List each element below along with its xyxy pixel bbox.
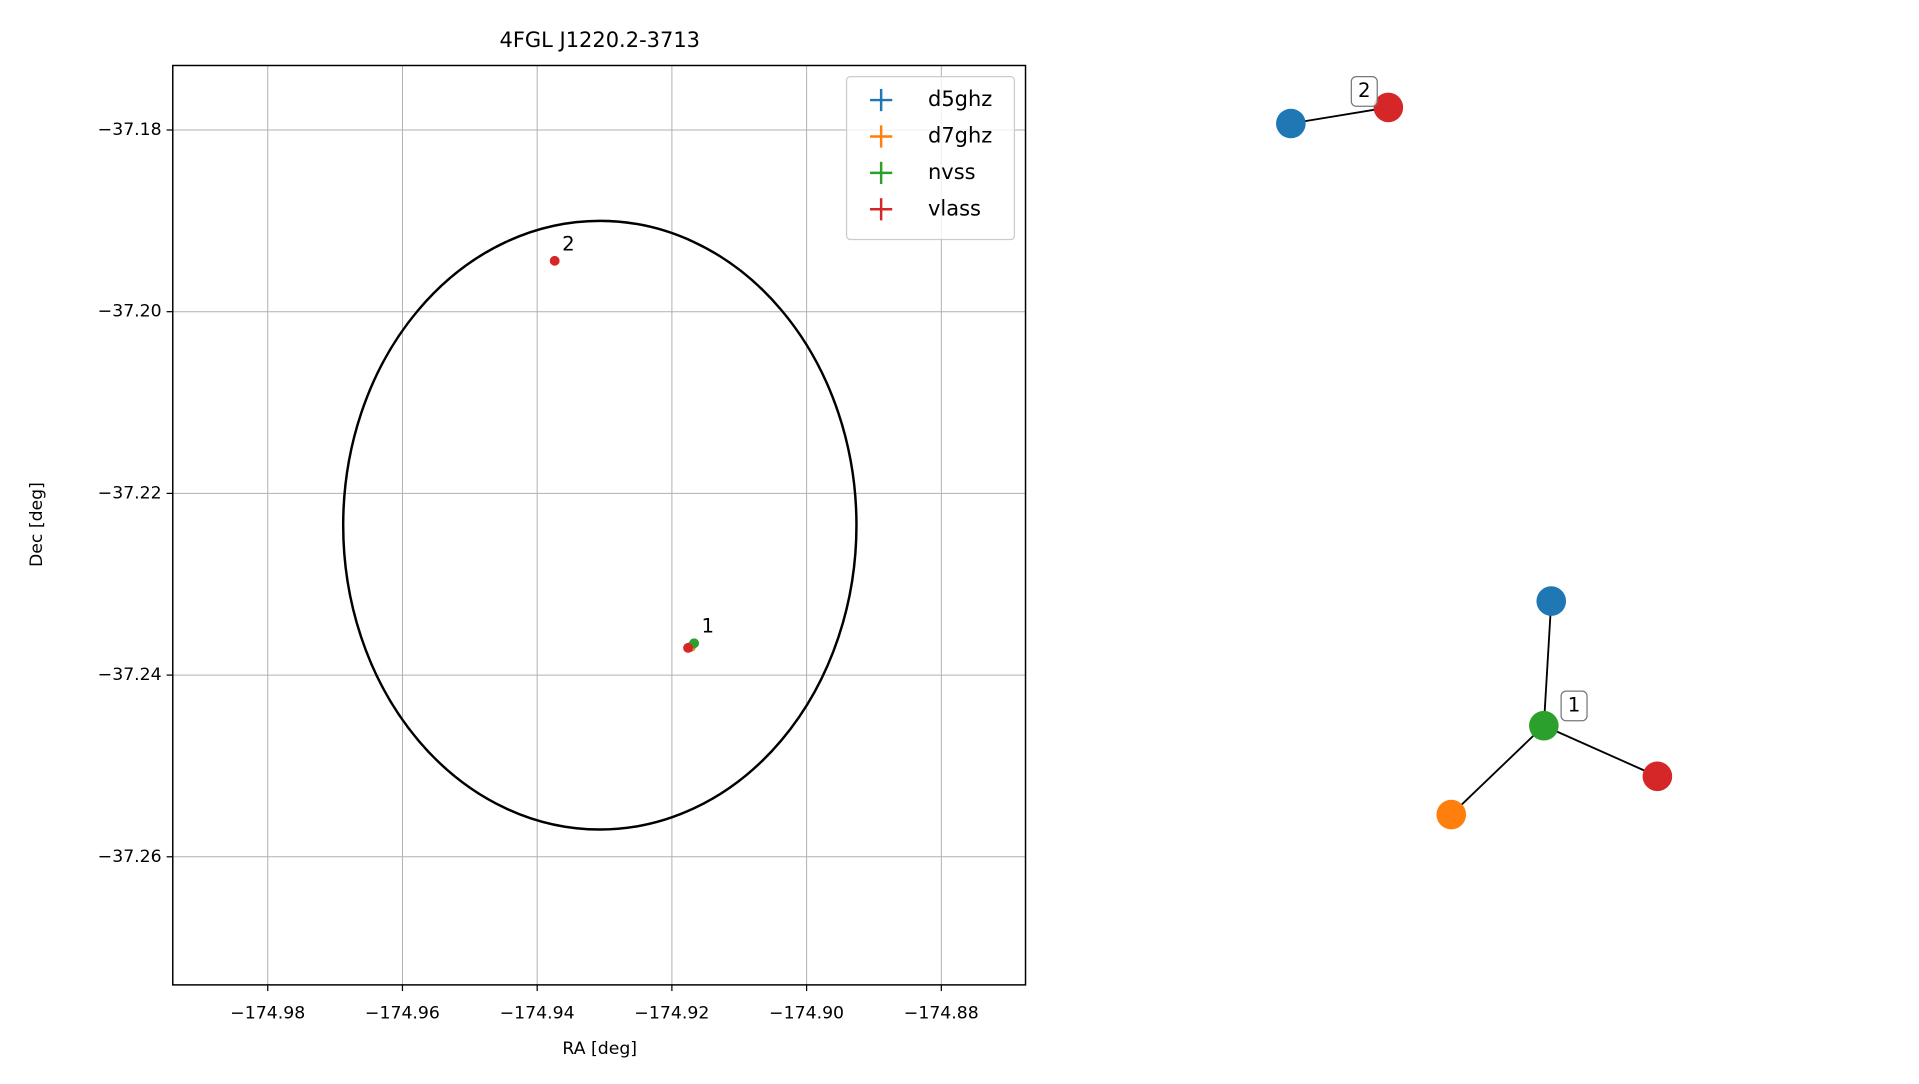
- x-tick-label: −174.96: [365, 1003, 440, 1023]
- graph-label: 1: [1568, 693, 1581, 716]
- graph-node: [1536, 586, 1567, 616]
- legend-label: d5ghz: [928, 87, 992, 111]
- graph-node: [1436, 799, 1467, 830]
- graph-edge: [1450, 725, 1545, 816]
- graph-node: [1642, 761, 1673, 792]
- point: [683, 642, 693, 653]
- x-tick-label: −174.98: [230, 1003, 305, 1023]
- y-tick-label: −37.24: [98, 665, 162, 685]
- graph-label: 2: [1358, 79, 1371, 102]
- x-tick-label: −174.88: [904, 1003, 979, 1023]
- graph-node: [1529, 710, 1559, 741]
- graph-label-box: [1350, 75, 1378, 107]
- y-tick-label: −37.22: [98, 483, 162, 503]
- chart-title: 4FGL J1220.2-3713: [500, 28, 700, 52]
- x-tick-label: −174.90: [769, 1003, 844, 1023]
- legend-box: [845, 75, 1016, 241]
- graph-edge: [1543, 724, 1658, 778]
- point: [549, 255, 560, 266]
- graph-node: [1373, 92, 1404, 123]
- legend-label: nvss: [928, 160, 976, 184]
- y-tick-label: −37.18: [98, 120, 162, 140]
- legend-label: d7ghz: [928, 123, 992, 147]
- graph-edge: [1542, 601, 1553, 726]
- annotation: 1: [702, 615, 715, 638]
- y-tick-label: −37.26: [98, 847, 162, 867]
- y-tick-label: −37.20: [98, 302, 162, 322]
- axes-frame: [172, 64, 1027, 986]
- error-ellipse: [341, 219, 858, 831]
- network-graph: 2 1: [1276, 75, 1673, 830]
- x-tick-label: −174.92: [634, 1003, 709, 1023]
- y-axis-label: Dec [deg]: [27, 482, 47, 567]
- annotation: 2: [562, 232, 575, 255]
- legend-label: vlass: [928, 196, 981, 220]
- graph-node: [1276, 108, 1306, 139]
- graph-label-box: [1560, 690, 1588, 722]
- x-tick-label: −174.94: [500, 1003, 575, 1023]
- x-axis-label: RA [deg]: [562, 1039, 637, 1059]
- graph-edge: [1290, 106, 1389, 125]
